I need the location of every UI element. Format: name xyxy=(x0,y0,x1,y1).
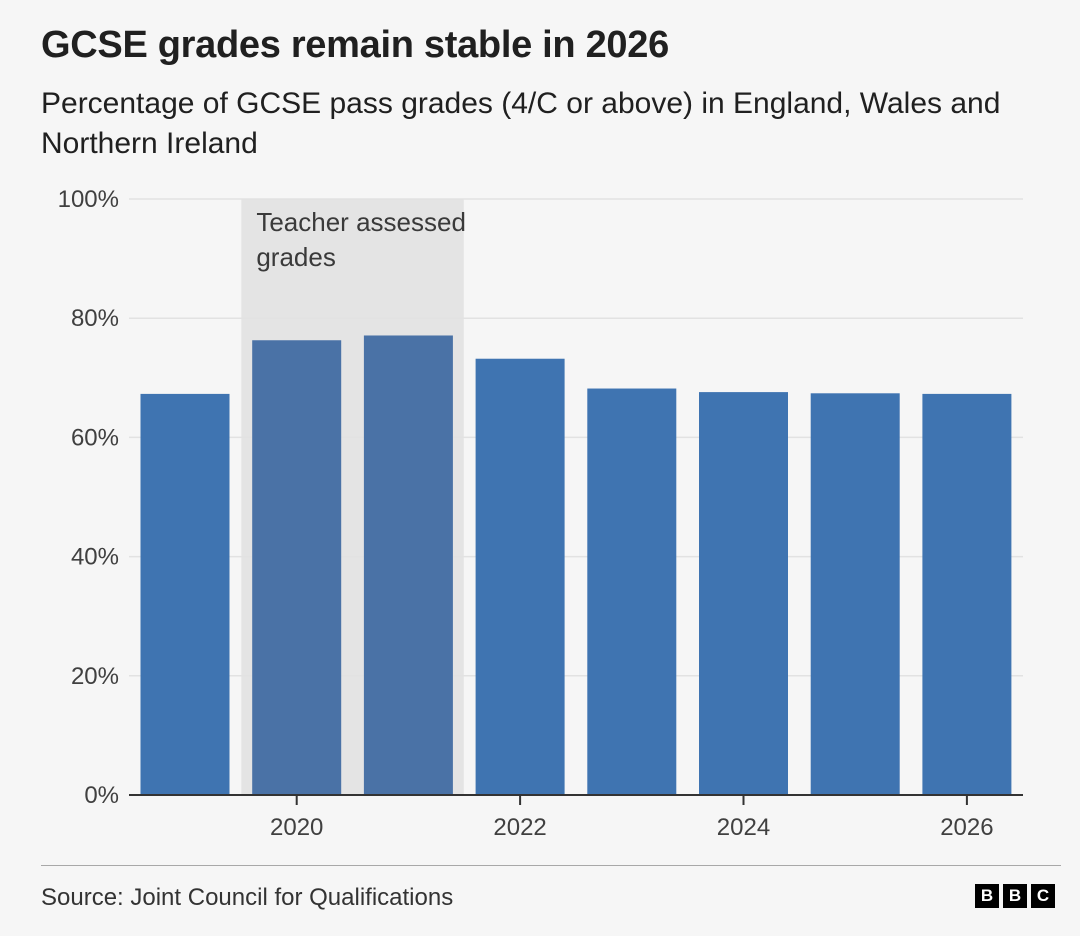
y-tick-label: 80% xyxy=(71,305,119,332)
bars xyxy=(140,335,1012,795)
bar xyxy=(922,393,1012,795)
bar xyxy=(475,358,565,795)
bar xyxy=(810,393,900,795)
bbc-logo-letter: B xyxy=(975,884,999,908)
bbc-logo-letter: C xyxy=(1031,884,1055,908)
y-tick-label: 20% xyxy=(71,663,119,690)
bbc-logo-letter: B xyxy=(1003,884,1027,908)
bar xyxy=(699,392,788,795)
x-tick-label: 2026 xyxy=(940,814,993,841)
x-tick-label: 2022 xyxy=(493,814,546,841)
annotation-label: Teacher assessed xyxy=(256,207,466,237)
bar xyxy=(363,335,453,795)
chart-title: GCSE grades remain stable in 2026 xyxy=(41,24,669,66)
y-tick-label: 40% xyxy=(71,544,119,571)
x-tick-label: 2020 xyxy=(270,814,323,841)
y-tick-label: 100% xyxy=(58,186,119,213)
bbc-logo: B B C xyxy=(975,884,1055,908)
y-tick-label: 0% xyxy=(84,782,119,809)
source-note: Source: Joint Council for Qualifications xyxy=(41,884,454,911)
x-tick-label: 2024 xyxy=(717,814,770,841)
bar xyxy=(140,393,230,795)
footer-divider xyxy=(41,865,1061,866)
bar xyxy=(252,340,342,795)
bar xyxy=(587,388,677,795)
axes: 2020 2022 2024 2026 xyxy=(129,794,1023,841)
annotation-label: grades xyxy=(256,242,336,272)
chart-subtitle: Percentage of GCSE pass grades (4/C or a… xyxy=(41,87,1001,160)
y-tick-label: 60% xyxy=(71,424,119,451)
